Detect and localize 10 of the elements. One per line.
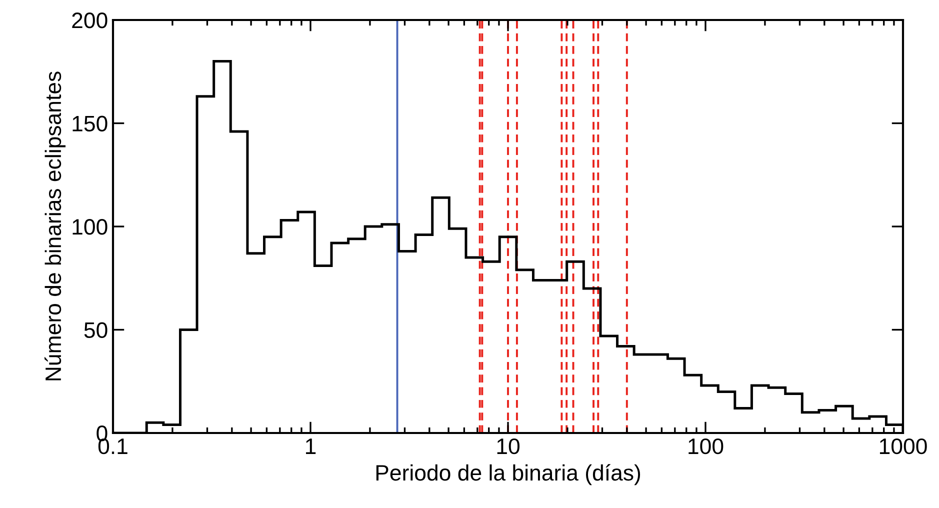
x-tick-label: 1 <box>306 438 316 454</box>
y-tick-label: 150 <box>72 116 108 132</box>
y-tick-label: 50 <box>84 322 108 338</box>
x-tick-label: 100 <box>688 438 724 454</box>
x-axis-title: Periodo de la binaria (días) <box>376 464 640 486</box>
x-tick-label: 10 <box>497 438 520 454</box>
x-tick-label: 1000 <box>880 438 927 454</box>
y-axis-title: Número de binarias eclipsantes <box>44 72 66 380</box>
y-tick-label: 200 <box>72 12 108 28</box>
y-tick-label: 100 <box>72 219 108 235</box>
